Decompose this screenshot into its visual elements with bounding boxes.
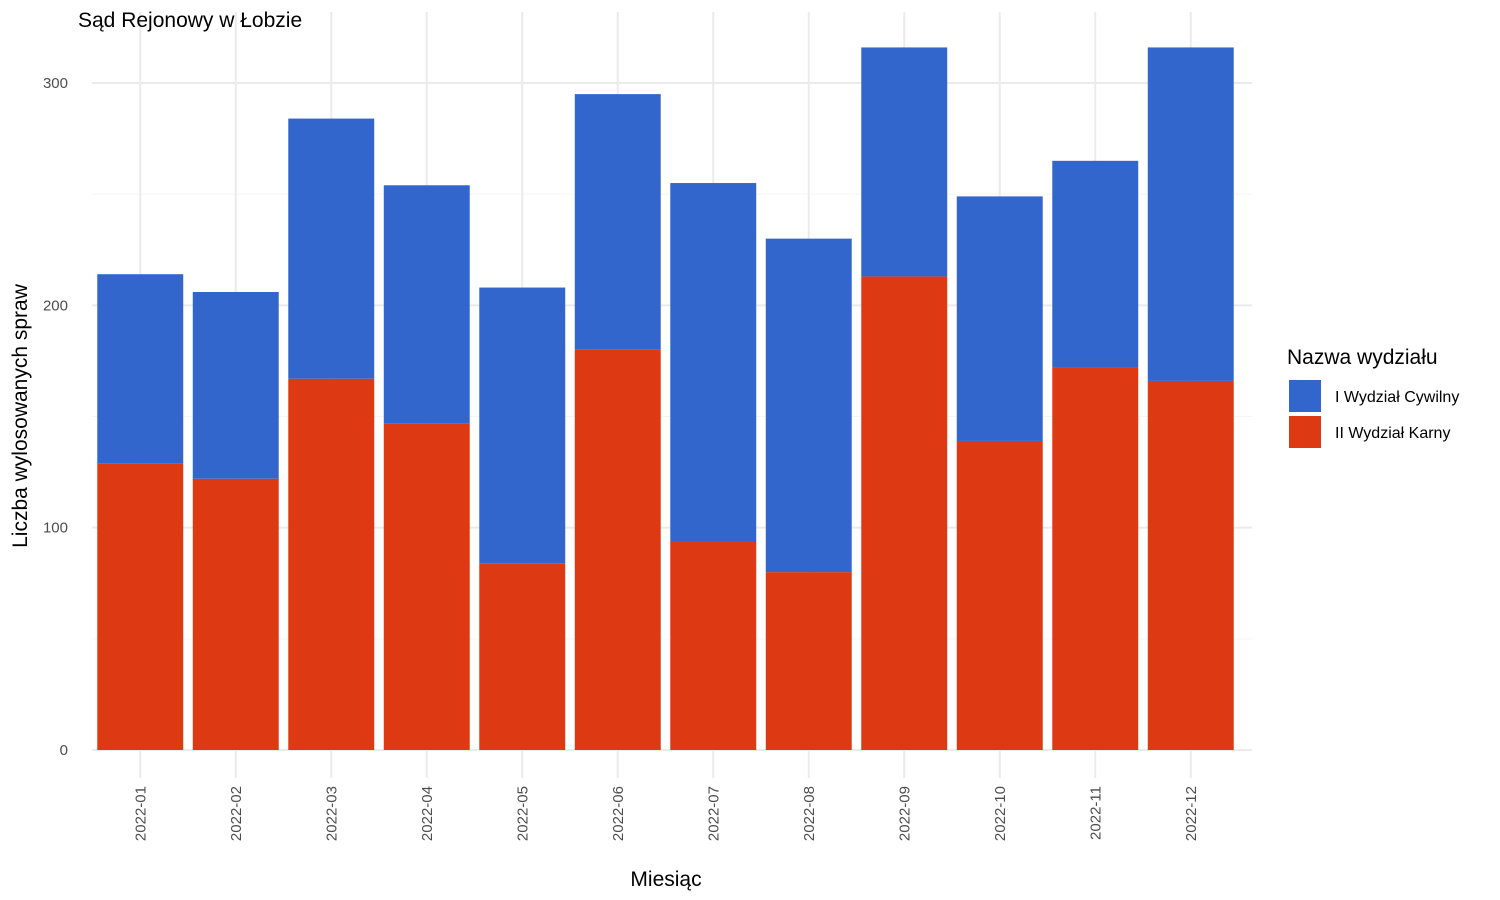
x-tick-label: 2022-02 [228, 786, 245, 841]
x-tick-label: 2022-08 [801, 786, 818, 841]
bar-2022-02-series-1 [192, 291, 279, 479]
bar-2022-01-series-0 [97, 463, 184, 750]
x-tick-label: 2022-11 [1087, 786, 1104, 840]
bar-2022-10-series-0 [956, 440, 1043, 750]
bar-2022-08-series-1 [765, 238, 852, 573]
y-axis-ticks: 0 100 200 300 [43, 75, 68, 759]
bar-2022-07-series-0 [670, 541, 757, 750]
legend-label-civil: I Wydział Cywilny [1335, 389, 1459, 406]
chart-title: Sąd Rejonowy w Łobzie [78, 9, 302, 32]
x-axis-title: Miesiąc [630, 868, 701, 891]
x-tick-label: 2022-12 [1183, 786, 1200, 841]
y-tick-label: 200 [43, 297, 68, 314]
y-tick-label: 100 [43, 520, 68, 537]
bar-2022-05-series-1 [479, 287, 566, 564]
bar-2022-04-series-1 [383, 185, 470, 424]
bar-2022-03-series-0 [288, 378, 375, 750]
bar-2022-11-series-0 [1052, 367, 1139, 750]
bar-2022-07-series-1 [670, 183, 757, 542]
x-tick-label: 2022-10 [992, 786, 1009, 841]
bar-2022-09-series-1 [861, 47, 948, 277]
bar-2022-01-series-1 [97, 274, 184, 464]
legend: Nazwa wydziału I Wydział Cywilny II Wydz… [1287, 346, 1459, 448]
bars [97, 47, 1234, 750]
x-tick-label: 2022-04 [419, 786, 436, 841]
y-tick-label: 0 [60, 742, 68, 759]
bar-2022-12-series-1 [1147, 47, 1234, 381]
x-tick-label: 2022-03 [323, 786, 340, 841]
x-tick-label: 2022-09 [896, 786, 913, 841]
y-axis-title: Liczba wylosowanych spraw [9, 283, 32, 548]
x-tick-label: 2022-06 [610, 786, 627, 841]
bar-2022-03-series-1 [288, 118, 375, 379]
bar-2022-08-series-0 [765, 572, 852, 750]
x-tick-label: 2022-05 [514, 786, 531, 841]
bar-2022-10-series-1 [956, 196, 1043, 441]
legend-title: Nazwa wydziału [1287, 346, 1438, 369]
bar-2022-06-series-0 [574, 349, 661, 750]
legend-swatch-criminal [1289, 416, 1321, 448]
x-axis-ticks: 2022-01 2022-02 2022-03 2022-04 2022-05 2022-… [132, 786, 1200, 841]
bar-2022-02-series-0 [192, 478, 279, 750]
bar-2022-06-series-1 [574, 94, 661, 350]
bar-2022-11-series-1 [1052, 160, 1139, 368]
y-tick-label: 300 [43, 75, 68, 92]
bar-2022-04-series-0 [383, 423, 470, 750]
legend-swatch-civil [1289, 380, 1321, 412]
legend-label-criminal: II Wydział Karny [1335, 425, 1450, 442]
x-tick-label: 2022-07 [705, 786, 722, 841]
bar-2022-12-series-0 [1147, 380, 1234, 750]
bar-2022-09-series-0 [861, 276, 948, 750]
x-tick-label: 2022-01 [132, 786, 149, 841]
bar-2022-05-series-0 [479, 563, 566, 750]
